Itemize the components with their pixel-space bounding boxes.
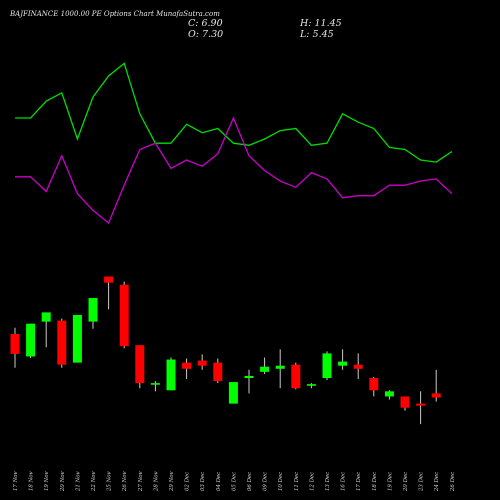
x-tick-label: 03 Dec (200, 472, 206, 491)
candle-body-down (10, 333, 20, 354)
candlesticks (10, 276, 441, 425)
candle-6 (88, 298, 98, 329)
high-value: H: 11.45 (299, 18, 342, 29)
x-tick-label: 26 Dec (450, 472, 456, 492)
x-axis-ticks: 17 Nov 18 Nov 19 Nov 20 Nov 21 Nov 22 Nov 25 N… (13, 471, 456, 492)
candle-body-down (291, 364, 301, 389)
candle-10 (150, 381, 160, 392)
x-tick-label: 20 Dec (403, 472, 409, 492)
candle-19 (291, 362, 301, 390)
indicator-lines (15, 62, 453, 225)
x-tick-label: 27 Nov (138, 471, 144, 492)
x-tick-label: 10 Dec (278, 472, 284, 491)
x-tick-label: 18 Dec (372, 472, 378, 491)
candle-24 (369, 376, 379, 397)
candle-body-down (431, 393, 441, 398)
candle-2 (26, 323, 36, 359)
x-tick-label: 21 Nov (75, 471, 81, 492)
candle-body-up (338, 361, 348, 366)
x-tick-label: 16 Dec (341, 472, 347, 491)
candle-21 (322, 351, 332, 381)
candle-body-down (182, 362, 192, 369)
x-tick-label: 12 Dec (309, 472, 315, 491)
candle-15 (228, 382, 238, 404)
candle-22 (338, 349, 348, 370)
candle-body-up (260, 366, 270, 372)
chart-title: BAJFINANCE 1000.00 PE Options Chart Muna… (9, 10, 220, 18)
candle-body-down (135, 345, 145, 384)
candle-23 (353, 353, 363, 380)
candle-1 (10, 327, 20, 368)
candle-28 (431, 369, 441, 402)
x-tick-label: 04 Dec (216, 472, 222, 491)
candle-body-up (306, 384, 316, 386)
candle-9 (135, 345, 145, 389)
candle-4 (57, 318, 67, 368)
candle-body-down (104, 276, 114, 283)
x-tick-label: 26 Nov (122, 471, 128, 492)
candle-body-up (88, 298, 98, 322)
candle-body-up (26, 323, 36, 357)
candle-body-down (197, 360, 207, 366)
candle-body-up (41, 312, 51, 322)
candle-body-up (72, 314, 82, 363)
close-value: C: 6.90 (188, 18, 223, 29)
x-tick-label: 11 Dec (294, 472, 300, 491)
x-tick-label: 02 Dec (185, 472, 191, 491)
candle-26 (400, 396, 410, 411)
x-tick-label: 25 Nov (107, 471, 113, 492)
candle-11 (166, 357, 176, 391)
candle-body-up (384, 391, 394, 397)
candle-25 (384, 390, 394, 400)
x-tick-label: 23 Dec (419, 472, 425, 492)
candle-14 (213, 358, 223, 384)
candle-body-down (353, 364, 363, 369)
green-indicator-line (15, 62, 453, 163)
candle-27 (416, 391, 426, 425)
candle-body-up (166, 359, 176, 391)
x-tick-label: 17 Nov (13, 471, 19, 491)
magenta-indicator-line (15, 116, 453, 225)
candle-12 (182, 358, 192, 380)
x-tick-label: 29 Nov (169, 471, 175, 492)
x-tick-label: 19 Dec (387, 472, 393, 491)
candle-body-down (416, 403, 426, 406)
candle-3 (41, 312, 51, 348)
candle-body-down (57, 320, 67, 365)
candle-7 (104, 276, 114, 310)
candle-body-down (369, 378, 379, 391)
candle-body-up (275, 365, 285, 369)
candle-body-up (150, 383, 160, 385)
candle-17 (260, 357, 270, 374)
x-tick-label: 05 Dec (231, 472, 237, 491)
candle-body-down (119, 284, 129, 347)
open-value: O: 7.30 (188, 29, 223, 40)
candle-body-up (244, 375, 254, 378)
candle-16 (244, 369, 254, 394)
x-tick-label: 22 Nov (91, 471, 97, 492)
x-tick-label: 09 Dec (263, 472, 269, 491)
candle-20 (306, 383, 316, 389)
x-tick-label: 28 Nov (153, 471, 159, 492)
candle-body-up (228, 382, 238, 404)
x-tick-label: 19 Nov (44, 471, 50, 491)
candle-body-down (213, 362, 223, 382)
x-tick-label: 18 Nov (29, 471, 35, 491)
candle-body-up (322, 353, 332, 378)
x-tick-label: 20 Nov (60, 471, 66, 492)
x-tick-label: 17 Dec (356, 472, 362, 491)
low-value: L: 5.45 (299, 29, 334, 40)
candle-18 (275, 349, 285, 389)
candle-5 (72, 314, 82, 363)
x-tick-label: 13 Dec (325, 472, 331, 491)
x-tick-label: 06 Dec (247, 472, 253, 491)
candle-13 (197, 354, 207, 370)
x-tick-label: 24 Dec (434, 472, 440, 492)
candle-8 (119, 281, 129, 349)
candle-body-down (400, 396, 410, 408)
